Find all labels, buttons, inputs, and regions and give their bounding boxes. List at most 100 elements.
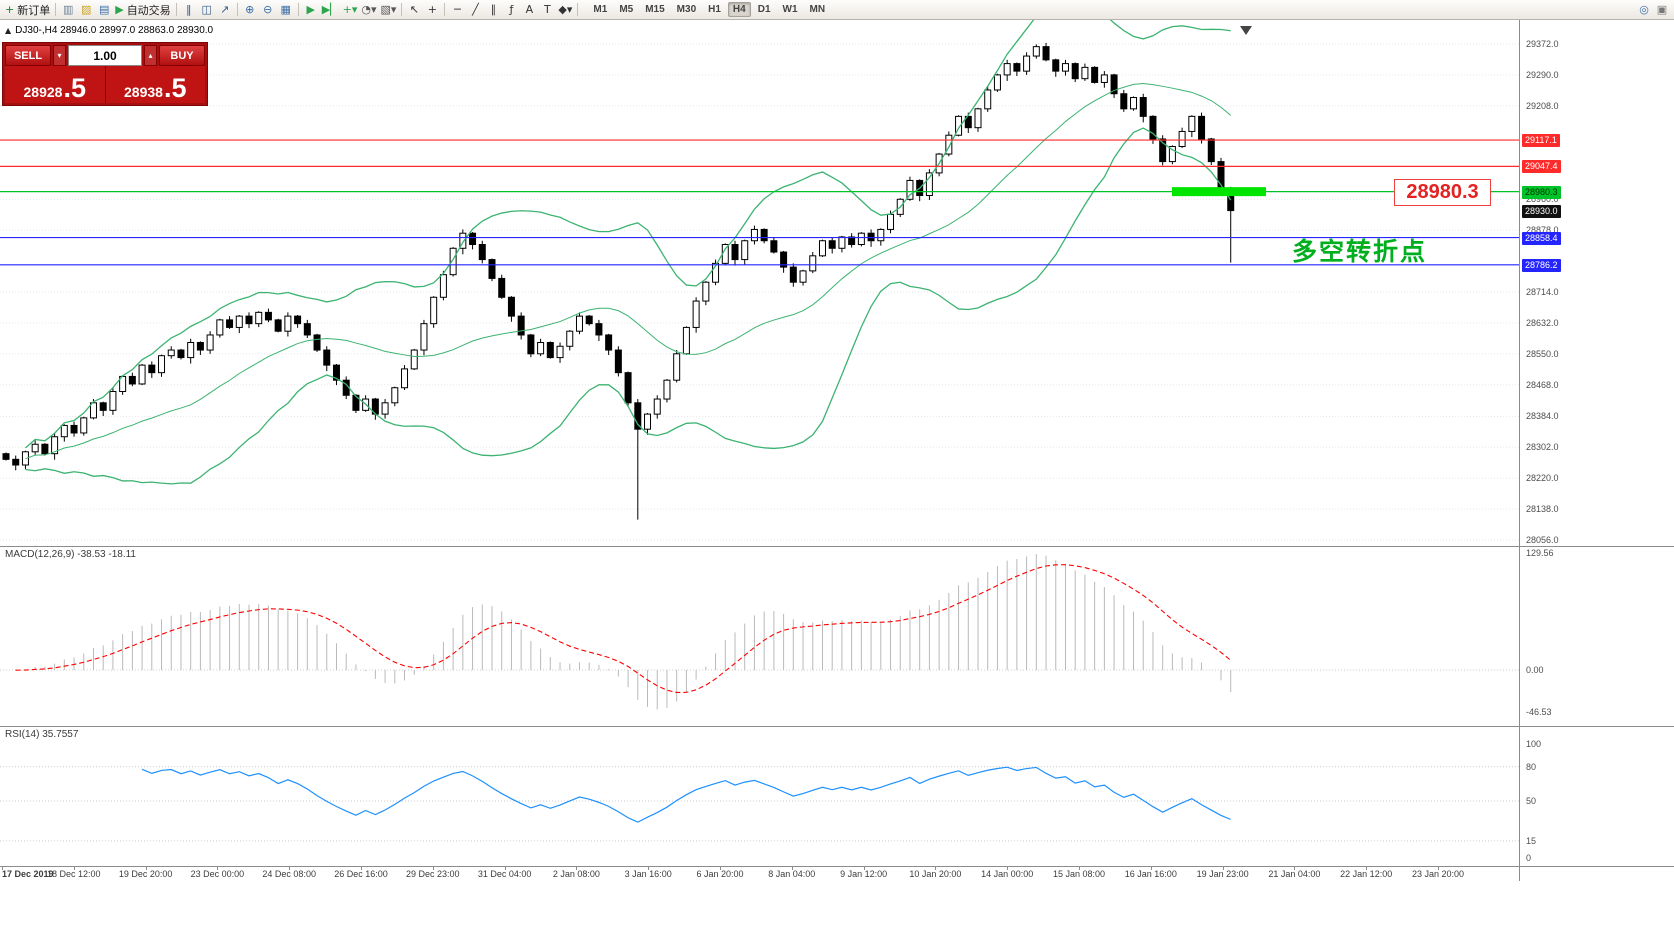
timeframe-button-m5[interactable]: M5 <box>619 4 634 15</box>
time-axis-label: 31 Dec 04:00 <box>477 869 532 879</box>
toolbar-separator <box>444 3 446 16</box>
price-chart-canvas[interactable] <box>0 20 1519 547</box>
time-scale[interactable]: 17 Dec 2019 18 Dec 12:00 19 Dec 20:00 23 De… <box>0 867 1519 881</box>
market-watch-icon[interactable]: ▤ <box>95 1 113 18</box>
autotrading-button[interactable]: ▶ 自动交易 <box>113 1 172 18</box>
rsi-axis-label: 15 <box>1526 835 1537 846</box>
auto-scroll-icon[interactable]: ▶ <box>302 1 320 18</box>
timeframe-button-mn[interactable]: MN <box>809 4 826 15</box>
timeframe-button-w1[interactable]: W1 <box>782 4 798 15</box>
current-price-label: 28930.0 <box>1522 204 1561 218</box>
chart-annotation-text[interactable]: 多空转折点 <box>1292 238 1428 266</box>
tile-windows-icon[interactable]: ▦ <box>277 1 295 18</box>
volume-input[interactable]: 1.00 <box>68 45 142 66</box>
rsi-axis-label: 0 <box>1526 853 1532 863</box>
auto-scroll-icon: ▶ <box>306 3 315 16</box>
price-axis-label: 28468.0 <box>1526 379 1559 390</box>
cursor-icon[interactable]: ↖ <box>405 1 423 18</box>
timeframe-button-m1[interactable]: M1 <box>593 4 608 15</box>
toolbar-buttons: + 新订单 ▥ ▨ ▤ ▶ 自动交易 ‖ ◫ ↗ ⊕ ⊖ ▦ ▶ ▶▏ +▾ ◔▾ ▧▾ ↖ + ─ ╱ ∥ ƒ A T ◆▾ <box>3 1 581 18</box>
periods-icon[interactable]: ◔▾ <box>359 1 378 18</box>
templates-icon: ▧▾ <box>380 3 397 16</box>
timeframe-button-m30[interactable]: M30 <box>676 4 697 15</box>
toolbar-separator <box>401 3 403 16</box>
toolbar-separator <box>577 3 579 16</box>
time-axis-tick <box>289 867 291 870</box>
toolbar-separator <box>236 3 238 16</box>
price-axis-label: 28550.0 <box>1526 348 1559 359</box>
time-axis-label: 6 Jan 20:00 <box>696 869 744 879</box>
time-axis-label: 19 Jan 23:00 <box>1196 869 1249 879</box>
one-click-collapse-icon[interactable]: ▲ <box>5 26 12 35</box>
charts-window-icon[interactable]: ▥ <box>59 1 77 18</box>
new-chart-icon[interactable]: +▾ <box>341 1 360 18</box>
timeframe-button-d1[interactable]: D1 <box>757 4 771 15</box>
divider-macd-rsi[interactable] <box>0 726 1674 727</box>
line-chart-icon: ↗ <box>220 3 230 16</box>
time-axis-tick <box>1079 867 1080 870</box>
time-axis-tick <box>2 867 3 870</box>
crosshair-icon[interactable]: + <box>423 1 441 18</box>
label-tool-icon[interactable]: T <box>538 1 556 18</box>
chart-shift-icon[interactable]: ▶▏ <box>320 1 341 18</box>
rsi-panel-canvas[interactable] <box>0 726 1519 866</box>
hline-tool-icon[interactable]: ─ <box>448 1 466 18</box>
rsi-axis-label: 50 <box>1526 796 1537 806</box>
channel-tool-icon[interactable]: ∥ <box>484 1 502 18</box>
time-axis-tick <box>361 867 362 870</box>
timeframe-button-m15[interactable]: M15 <box>645 4 665 15</box>
time-axis-label: 9 Jan 12:00 <box>840 869 888 879</box>
profiles-icon[interactable]: ▨ <box>77 1 95 18</box>
time-axis-tick <box>863 867 865 870</box>
time-axis-label: 18 Dec 12:00 <box>47 869 101 879</box>
price-axis-label: 28960.0 <box>1526 194 1559 205</box>
new-order-button-label: 新订单 <box>17 4 51 17</box>
toolbar-right: ◎ ▣ <box>1635 1 1671 18</box>
sell-button[interactable]: SELL <box>5 45 51 66</box>
rsi-indicator-label: RSI(14) 35.7557 <box>5 729 79 740</box>
windows-icon[interactable]: ▣ <box>1656 3 1668 16</box>
hline-tool-icon: ─ <box>454 3 461 16</box>
time-axis-tick <box>1150 867 1152 870</box>
buy-button[interactable]: BUY <box>159 45 205 66</box>
volume-decrease-button[interactable]: ▾ <box>53 45 66 66</box>
price-scale[interactable]: 29372.0 29290.0 29208.0 28960.0 28878.0 28714… <box>1520 20 1674 946</box>
divider-main-macd[interactable] <box>0 546 1674 547</box>
time-axis-label: 8 Jan 04:00 <box>768 869 816 879</box>
macd-axis-label: 0.00 <box>1526 665 1544 675</box>
sell-price[interactable]: 28928.5 <box>5 66 106 103</box>
price-axis-label: 28878.0 <box>1526 225 1559 236</box>
line-chart-icon[interactable]: ↗ <box>216 1 234 18</box>
time-axis-tick <box>1438 867 1439 870</box>
timeframe-button-h4[interactable]: H4 <box>727 2 751 17</box>
bar-chart-icon[interactable]: ‖ <box>180 1 198 18</box>
time-axis-label: 14 Jan 00:00 <box>981 869 1034 879</box>
shapes-tool-icon[interactable]: ◆▾ <box>556 1 574 18</box>
macd-panel-canvas[interactable] <box>0 546 1519 726</box>
zoom-in-icon[interactable]: ⊕ <box>241 1 259 18</box>
zoom-out-icon: ⊖ <box>263 3 273 16</box>
volume-increase-button[interactable]: ▴ <box>144 45 157 66</box>
new-order-button[interactable]: + 新订单 <box>3 1 52 18</box>
search-icon[interactable]: ◎ <box>1639 3 1649 16</box>
price-quote-box[interactable]: 28980.3 <box>1394 179 1491 206</box>
zoom-out-icon[interactable]: ⊖ <box>259 1 277 18</box>
text-tool-icon[interactable]: A <box>520 1 538 18</box>
fibonacci-tool-icon[interactable]: ƒ <box>502 1 520 18</box>
cursor-icon: ↖ <box>409 3 420 16</box>
price-axis-label: 28056.0 <box>1526 535 1559 545</box>
sell-price-main: 28928 <box>23 84 63 100</box>
price-line-label: 28786.2 <box>1522 258 1561 272</box>
time-axis-label: 22 Jan 12:00 <box>1340 869 1393 879</box>
candlestick-icon[interactable]: ◫ <box>198 1 216 18</box>
market-watch-icon: ▤ <box>99 3 110 16</box>
templates-icon[interactable]: ▧▾ <box>378 1 398 18</box>
time-axis-label: 10 Jan 20:00 <box>909 869 962 879</box>
time-axis-label: 15 Jan 08:00 <box>1052 869 1106 879</box>
timeframe-button-h1[interactable]: H1 <box>708 4 721 15</box>
trendline-tool-icon[interactable]: ╱ <box>466 1 484 18</box>
time-axis-label: 23 Dec 00:00 <box>190 869 245 879</box>
chart-shift-icon: ▶▏ <box>321 3 339 16</box>
buy-price[interactable]: 28938.5 <box>106 66 206 103</box>
time-axis-tick <box>576 867 578 870</box>
